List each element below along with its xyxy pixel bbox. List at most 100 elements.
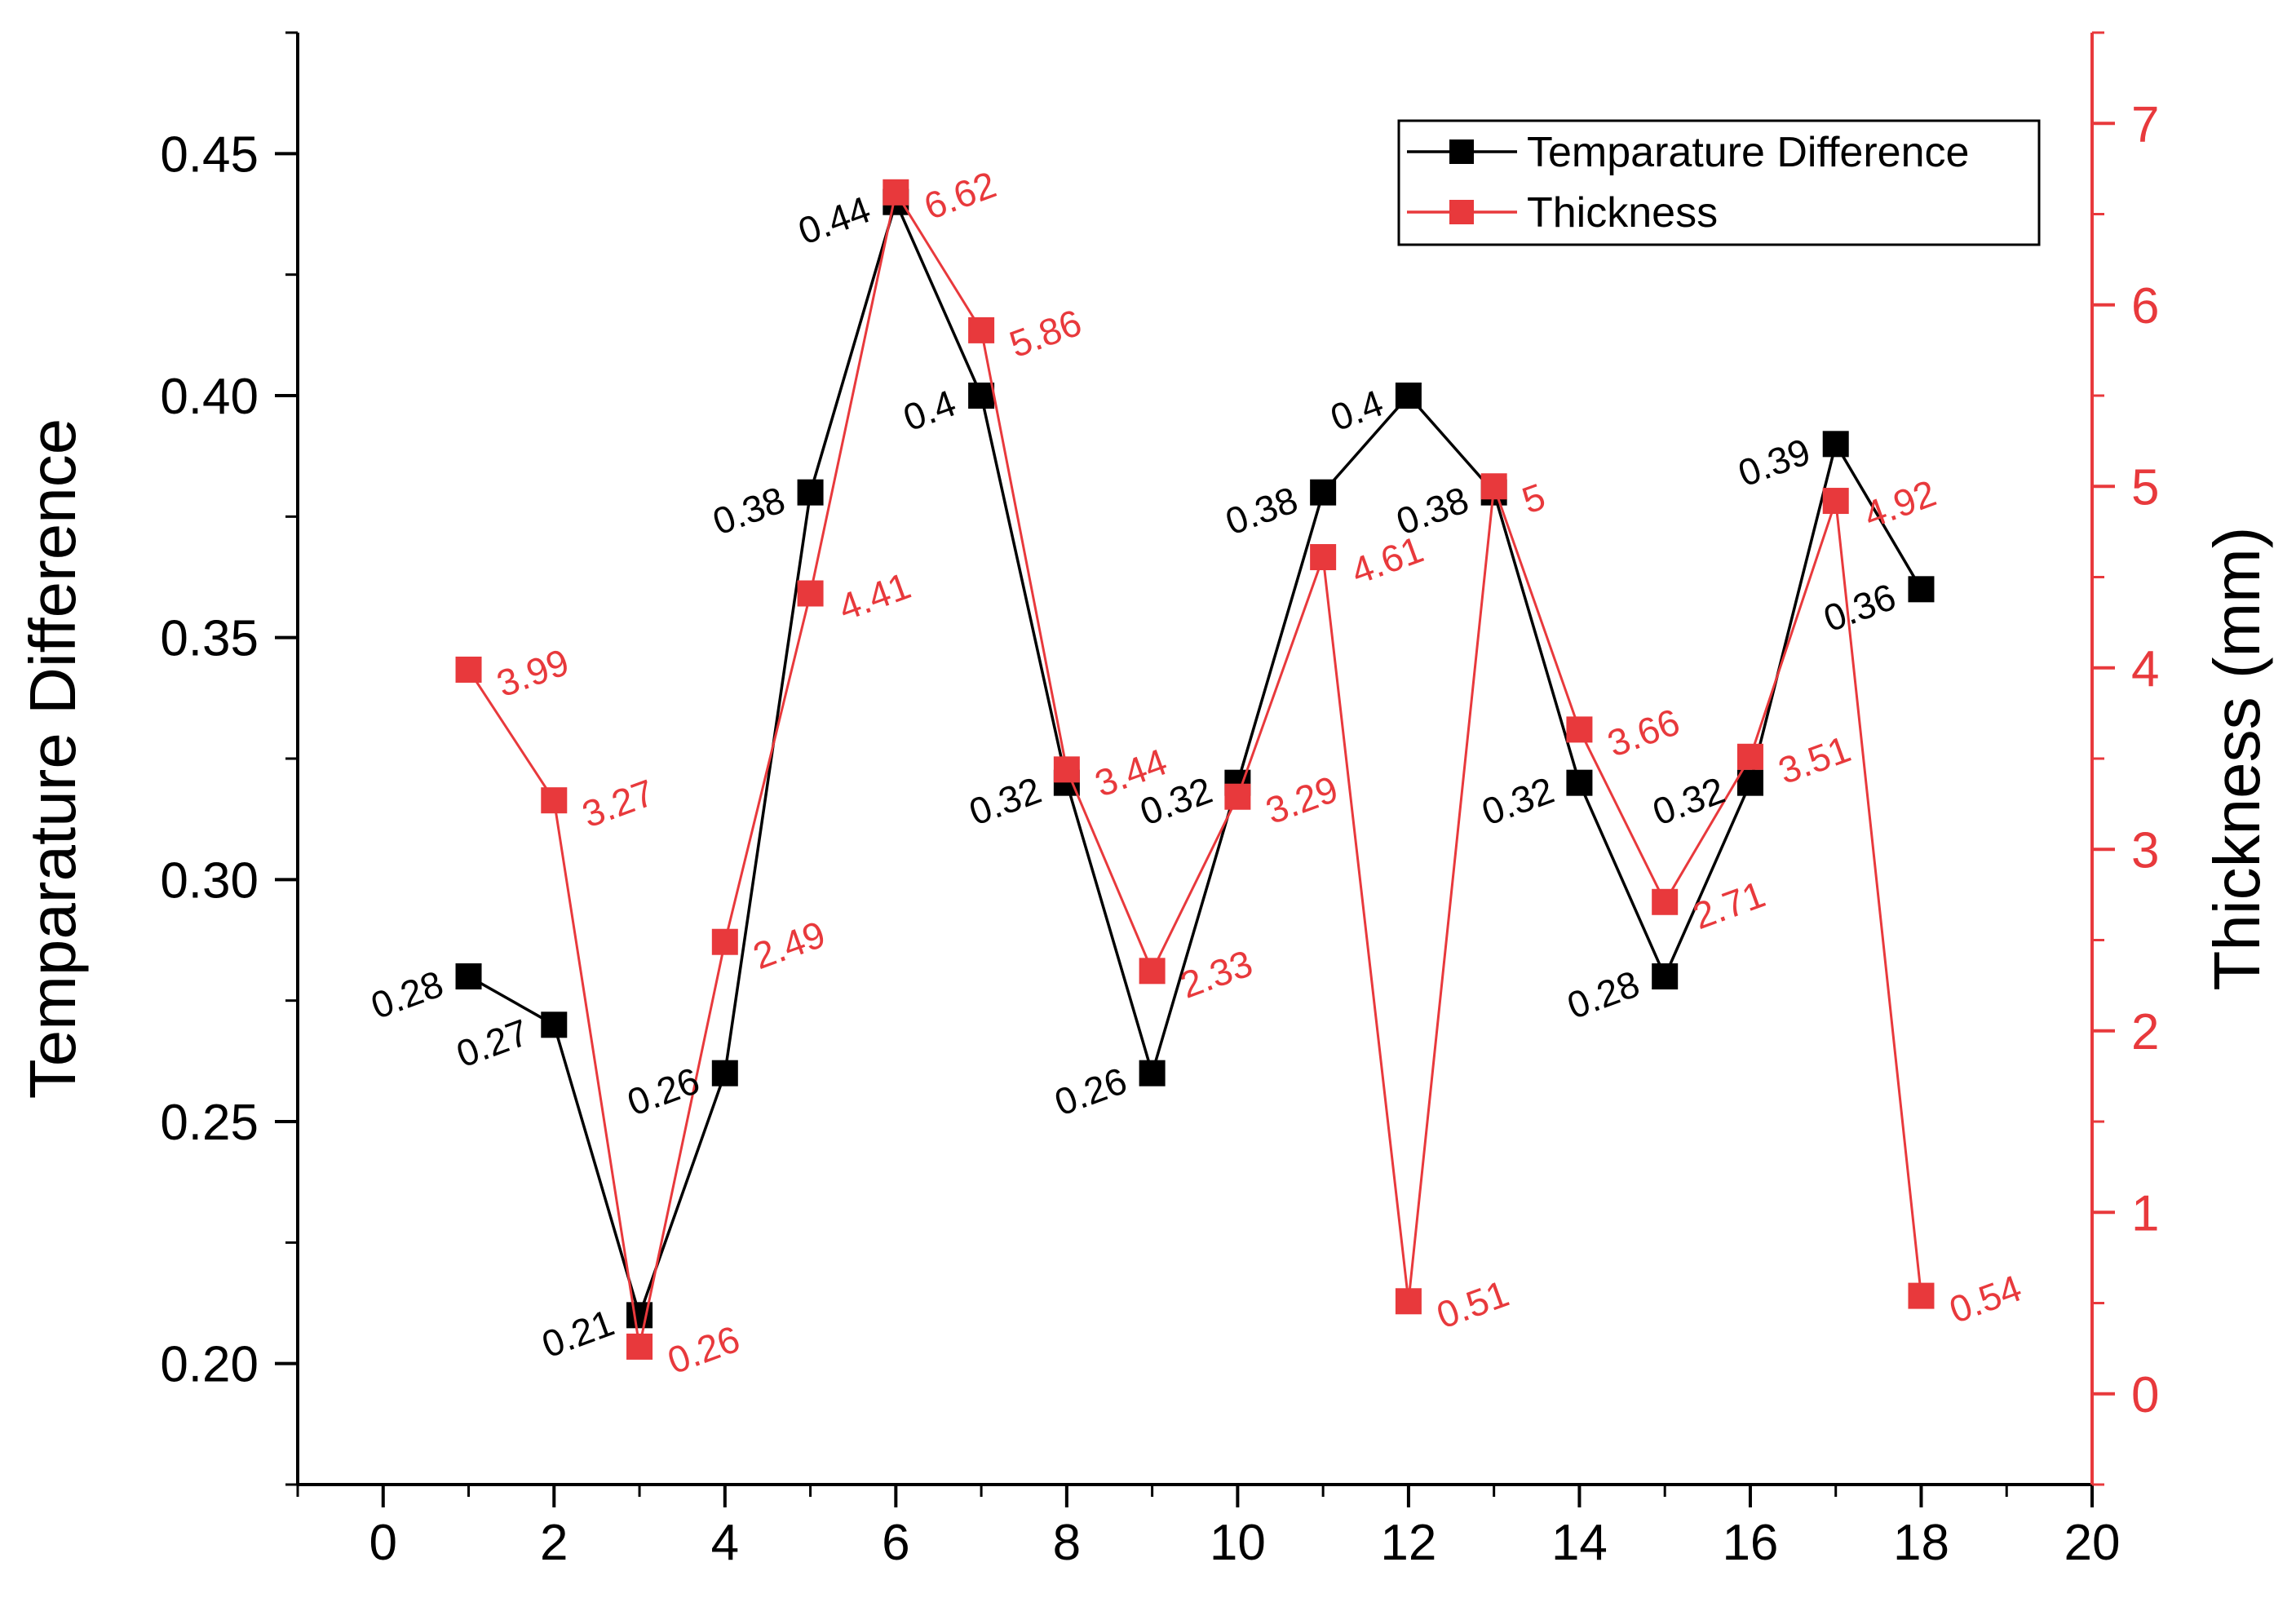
series-line-thickness bbox=[467, 188, 1922, 1348]
data-point-temperature bbox=[711, 1060, 738, 1087]
data-label-thickness: 3.27 bbox=[577, 771, 660, 835]
data-point-thickness bbox=[1652, 888, 1679, 915]
data-point-thickness bbox=[541, 787, 568, 814]
data-point-thickness bbox=[626, 1333, 653, 1360]
data-point-temperature bbox=[455, 963, 482, 989]
data-label-thickness: 0.26 bbox=[662, 1317, 745, 1382]
data-point-temperature bbox=[1310, 479, 1337, 506]
legend-box bbox=[1397, 119, 2041, 246]
data-label-temperature: 0.39 bbox=[1732, 430, 1816, 494]
data-point-temperature bbox=[1908, 576, 1935, 603]
data-point-thickness bbox=[1139, 958, 1166, 985]
y2-tick-label: 4 bbox=[2131, 641, 2159, 697]
legend: Temparature Difference Thickness bbox=[1397, 119, 2041, 246]
x-tick-label: 8 bbox=[1053, 1515, 1081, 1571]
data-point-thickness bbox=[1310, 544, 1337, 571]
data-point-temperature bbox=[1395, 383, 1422, 409]
data-point-thickness bbox=[455, 656, 482, 683]
series-temperature bbox=[455, 188, 1935, 1329]
y2-tick-label: 2 bbox=[2131, 1004, 2159, 1060]
data-label-temperature: 0.36 bbox=[1818, 575, 1901, 640]
data-labels: 0.280.270.210.260.380.440.40.320.260.320… bbox=[365, 163, 2027, 1383]
series-line-temperature bbox=[467, 197, 1923, 1320]
y2-tick-label: 6 bbox=[2131, 278, 2159, 334]
data-label-thickness: 2.71 bbox=[1688, 873, 1771, 937]
data-label-thickness: 0.54 bbox=[1944, 1267, 2027, 1331]
x-tick-label: 18 bbox=[1893, 1515, 1949, 1571]
legend-entry-thickness: Thickness bbox=[1527, 189, 1718, 237]
data-point-thickness bbox=[797, 580, 824, 607]
data-label-thickness: 3.99 bbox=[491, 640, 574, 705]
data-point-temperature bbox=[797, 479, 824, 506]
data-label-temperature: 0.28 bbox=[365, 963, 449, 1027]
x-tick-label: 4 bbox=[711, 1515, 739, 1571]
y2-tick-label: 1 bbox=[2131, 1185, 2159, 1241]
data-point-temperature bbox=[1736, 769, 1763, 796]
legend-marker-thickness bbox=[1449, 200, 1474, 224]
legend-marker-temperature bbox=[1449, 139, 1474, 164]
data-point-temperature bbox=[541, 1011, 568, 1038]
y-axis-title: Temparature Difference bbox=[16, 418, 89, 1100]
data-label-thickness: 6.62 bbox=[918, 163, 1002, 228]
x-tick-label: 6 bbox=[882, 1515, 909, 1571]
x-tick-label: 16 bbox=[1722, 1515, 1778, 1571]
data-label-temperature: 0.32 bbox=[963, 768, 1046, 833]
data-label-thickness: 3.29 bbox=[1260, 768, 1343, 832]
y-tick-label: 0.30 bbox=[160, 852, 259, 909]
data-label-temperature: 0.26 bbox=[1049, 1059, 1132, 1123]
data-point-temperature bbox=[1652, 963, 1679, 989]
data-label-thickness: 3.66 bbox=[1602, 700, 1685, 764]
data-point-thickness bbox=[1566, 716, 1593, 743]
y-tick-label: 0.20 bbox=[160, 1337, 259, 1393]
data-label-thickness: 2.49 bbox=[747, 913, 830, 977]
data-label-thickness: 4.61 bbox=[1346, 528, 1429, 592]
y2-tick-label: 5 bbox=[2131, 459, 2159, 516]
data-point-thickness bbox=[1736, 743, 1763, 770]
data-label-temperature: 0.27 bbox=[451, 1011, 534, 1075]
x-tick-label: 2 bbox=[540, 1515, 568, 1571]
data-point-thickness bbox=[968, 316, 995, 343]
legend-entry-temperature: Temparature Difference bbox=[1527, 129, 1969, 176]
x-tick-label: 20 bbox=[2064, 1515, 2121, 1571]
data-label-thickness: 0.51 bbox=[1431, 1272, 1515, 1336]
x-tick-label: 0 bbox=[369, 1515, 397, 1571]
data-label-temperature: 0.21 bbox=[537, 1301, 620, 1365]
data-label-temperature: 0.32 bbox=[1476, 768, 1559, 833]
data-point-thickness bbox=[1053, 756, 1080, 783]
data-point-thickness bbox=[1224, 783, 1251, 810]
series-layer bbox=[455, 179, 1935, 1360]
axes: 0 2 4 6 8 10 12 14 16 18 200.200.250.300.350.400.4… bbox=[160, 31, 2159, 1571]
y2-tick-label: 0 bbox=[2131, 1367, 2159, 1423]
data-label-temperature: 0.32 bbox=[1647, 768, 1730, 833]
y2-tick-label: 3 bbox=[2131, 822, 2159, 879]
y-tick-label: 0.25 bbox=[160, 1095, 259, 1151]
data-label-thickness: 5 bbox=[1516, 475, 1551, 522]
data-label-temperature: 0.28 bbox=[1562, 963, 1645, 1027]
data-point-thickness bbox=[1395, 1288, 1422, 1315]
x-tick-label: 10 bbox=[1210, 1515, 1266, 1571]
y-tick-label: 0.40 bbox=[160, 369, 259, 425]
data-point-thickness bbox=[883, 179, 909, 206]
data-point-temperature bbox=[1566, 769, 1593, 796]
data-point-thickness bbox=[1908, 1282, 1935, 1309]
data-point-thickness bbox=[1822, 488, 1849, 515]
data-label-thickness: 4.41 bbox=[833, 564, 916, 628]
y2-tick-label: 7 bbox=[2131, 96, 2159, 153]
data-label-temperature: 0.26 bbox=[622, 1059, 705, 1123]
data-point-temperature bbox=[968, 383, 995, 409]
data-point-thickness bbox=[1480, 473, 1507, 500]
data-label-temperature: 0.44 bbox=[793, 188, 876, 252]
data-point-temperature bbox=[1822, 431, 1849, 458]
y-tick-label: 0.35 bbox=[160, 611, 259, 667]
data-point-temperature bbox=[1139, 1060, 1166, 1087]
x-tick-label: 14 bbox=[1551, 1515, 1608, 1571]
y-tick-label: 0.45 bbox=[160, 126, 259, 183]
x-tick-label: 12 bbox=[1380, 1515, 1436, 1571]
y2-axis-title: Thickness (mm) bbox=[2201, 527, 2273, 991]
data-label-thickness: 3.51 bbox=[1773, 728, 1856, 792]
data-label-thickness: 5.86 bbox=[1004, 301, 1087, 365]
data-label-temperature: 0.38 bbox=[707, 478, 790, 542]
data-point-thickness bbox=[711, 928, 738, 955]
data-label-temperature: 0.4 bbox=[898, 382, 962, 440]
